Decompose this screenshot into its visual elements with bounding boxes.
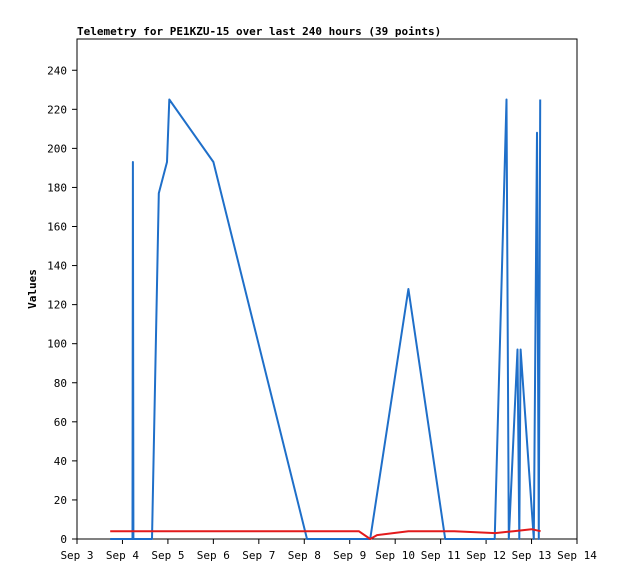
- y-tick-label: 240: [47, 64, 67, 77]
- series-line-1: [110, 98, 542, 540]
- x-tick-label: Sep 12: [466, 549, 506, 562]
- x-tick-label: Sep 11: [421, 549, 461, 562]
- y-tick-label: 120: [47, 299, 67, 312]
- y-tick-label: 0: [60, 533, 67, 546]
- x-tick-label: Sep 7: [242, 549, 275, 562]
- x-tick-label: Sep 14: [557, 549, 597, 562]
- y-tick-label: 180: [47, 181, 67, 194]
- chart-title: Telemetry for PE1KZU-15 over last 240 ho…: [77, 25, 441, 38]
- x-tick-label: Sep 6: [197, 549, 230, 562]
- y-tick-label: 160: [47, 221, 67, 234]
- y-tick-label: 80: [54, 377, 67, 390]
- axes: Sep 3 Sep 4 Sep 5 Sep 6 Sep 7 Sep 8 Sep 9 Sep 1…: [47, 64, 597, 562]
- y-tick-label: 200: [47, 142, 67, 155]
- x-tick-label: Sep 10: [375, 549, 415, 562]
- series-layer: [110, 98, 542, 540]
- y-axis-label: Values: [26, 269, 39, 309]
- x-tick-label: Sep 4: [106, 549, 139, 562]
- y-tick-label: 40: [54, 455, 67, 468]
- y-tick-label: 140: [47, 260, 67, 273]
- y-tick-label: 100: [47, 338, 67, 351]
- x-tick-label: Sep 8: [288, 549, 321, 562]
- y-tick-label: 220: [47, 103, 67, 116]
- x-tick-label: Sep 13: [512, 549, 552, 562]
- y-tick-label: 60: [54, 416, 67, 429]
- x-tick-label: Sep 3: [60, 549, 93, 562]
- y-tick-label: 20: [54, 494, 67, 507]
- x-tick-label: Sep 9: [333, 549, 366, 562]
- x-tick-label: Sep 5: [151, 549, 184, 562]
- series-line-2: [110, 528, 541, 540]
- plot-area: [76, 38, 578, 540]
